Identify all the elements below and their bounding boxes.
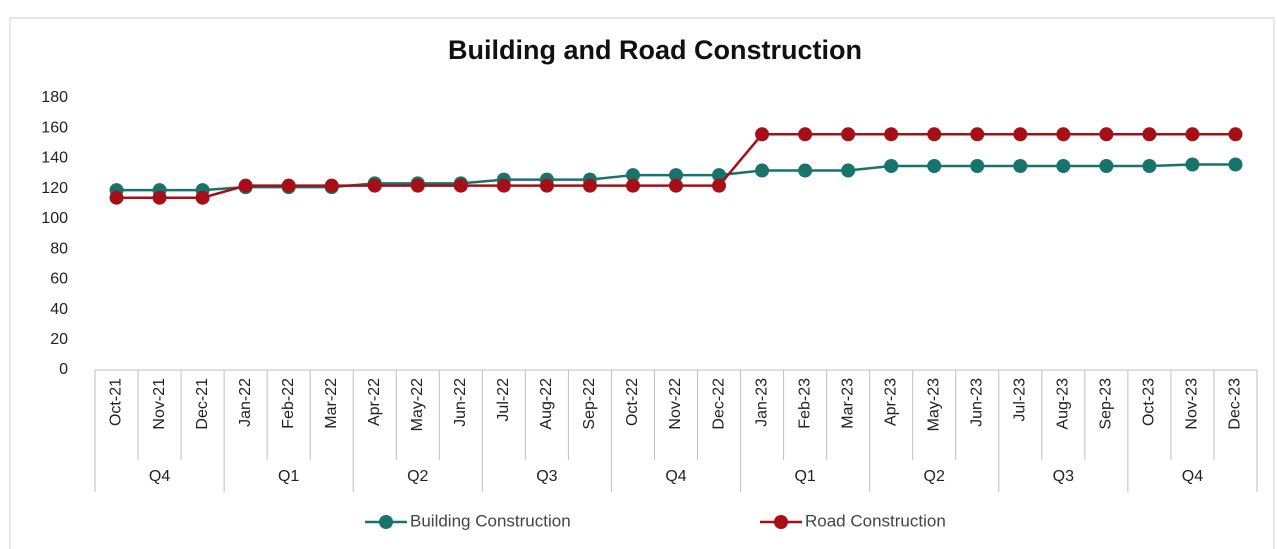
quarter-label: Q3 xyxy=(536,468,557,485)
point xyxy=(1142,159,1157,173)
x-tick-label: Oct-23 xyxy=(1141,378,1158,426)
x-tick-label: Jul-23 xyxy=(1012,378,1029,422)
point xyxy=(1185,127,1200,142)
x-tick-label: Apr-23 xyxy=(882,378,899,426)
point xyxy=(755,163,770,178)
x-tick-label: Jan-22 xyxy=(237,378,254,427)
x-tick-label: Sep-23 xyxy=(1098,378,1115,430)
point xyxy=(453,178,468,193)
legend-marker xyxy=(774,515,788,529)
x-tick-label: Mar-23 xyxy=(839,378,856,429)
point xyxy=(1185,157,1200,172)
point xyxy=(539,178,554,193)
x-tick-label: Dec-22 xyxy=(710,378,727,430)
x-tick-label: Jun-23 xyxy=(968,378,985,427)
x-tick-label: Nov-21 xyxy=(151,378,168,430)
point xyxy=(367,178,382,193)
x-tick-label: Oct-22 xyxy=(624,378,641,426)
point xyxy=(1013,127,1028,142)
x-tick-label: Jan-23 xyxy=(753,378,770,427)
quarter-label: Q2 xyxy=(407,468,428,485)
quarter-label: Q1 xyxy=(278,468,299,485)
point xyxy=(496,178,511,193)
point xyxy=(841,127,856,142)
point xyxy=(798,163,813,178)
point xyxy=(755,127,770,142)
x-tick-label: Dec-21 xyxy=(194,378,211,430)
x-tick-label: Apr-22 xyxy=(366,378,383,426)
y-tick-label: 20 xyxy=(50,331,68,348)
y-tick-label: 160 xyxy=(41,119,68,136)
quarter-label: Q4 xyxy=(665,468,686,485)
point xyxy=(582,178,597,193)
point xyxy=(669,168,683,183)
quarter-label: Q4 xyxy=(149,468,170,485)
point xyxy=(927,159,942,173)
y-tick-label: 40 xyxy=(50,301,68,318)
quarter-label: Q1 xyxy=(794,468,815,485)
y-tick-label: 100 xyxy=(41,210,68,227)
point xyxy=(970,159,985,173)
point xyxy=(798,127,813,142)
x-tick-label: Oct-21 xyxy=(108,378,125,426)
point xyxy=(1099,159,1114,173)
point xyxy=(1142,127,1157,142)
x-tick-label: Nov-23 xyxy=(1184,378,1201,430)
y-tick-label: 120 xyxy=(41,180,68,197)
point xyxy=(1228,157,1243,172)
x-tick-label: Aug-22 xyxy=(538,378,555,430)
quarter-label: Q2 xyxy=(924,468,945,485)
point xyxy=(841,163,856,178)
x-tick-label: Jun-22 xyxy=(452,378,469,427)
y-tick-label: 80 xyxy=(50,240,68,257)
x-tick-label: Feb-22 xyxy=(280,378,297,429)
legend-label: Road Construction xyxy=(805,511,946,530)
x-tick-label: Mar-22 xyxy=(323,378,340,429)
x-tick-label: Nov-22 xyxy=(667,378,684,430)
point xyxy=(1099,127,1114,142)
point xyxy=(410,178,425,193)
point xyxy=(712,168,727,183)
quarter-label: Q4 xyxy=(1182,468,1203,485)
chart-title: Building and Road Construction xyxy=(448,35,862,65)
point xyxy=(1228,127,1243,142)
point xyxy=(195,190,210,205)
x-tick-label: Jul-22 xyxy=(495,378,512,422)
point xyxy=(712,178,727,193)
point xyxy=(625,178,640,193)
x-tick-label: Dec-23 xyxy=(1227,378,1244,430)
y-tick-label: 180 xyxy=(41,89,68,106)
quarter-label: Q3 xyxy=(1053,468,1074,485)
x-tick-label: May-23 xyxy=(925,378,942,431)
point xyxy=(970,127,985,142)
point xyxy=(152,190,167,205)
legend-label: Building Construction xyxy=(410,511,571,530)
point xyxy=(884,127,899,142)
point xyxy=(884,159,899,173)
y-tick-label: 60 xyxy=(50,271,68,288)
point xyxy=(625,168,640,183)
y-tick-label: 140 xyxy=(41,150,68,167)
point xyxy=(324,178,339,193)
point xyxy=(1056,159,1071,173)
point xyxy=(927,127,942,142)
point xyxy=(669,178,683,193)
point xyxy=(1013,159,1028,173)
point xyxy=(1056,127,1071,142)
x-tick-label: Sep-22 xyxy=(581,378,598,430)
x-tick-label: Feb-23 xyxy=(796,378,813,429)
point xyxy=(109,190,124,205)
y-tick-label: 0 xyxy=(59,361,68,378)
point xyxy=(281,178,296,193)
legend-marker xyxy=(379,515,393,529)
x-tick-label: Aug-23 xyxy=(1055,378,1072,430)
chart-frame xyxy=(9,17,1275,549)
point xyxy=(238,178,253,193)
x-tick-label: May-22 xyxy=(409,378,426,431)
